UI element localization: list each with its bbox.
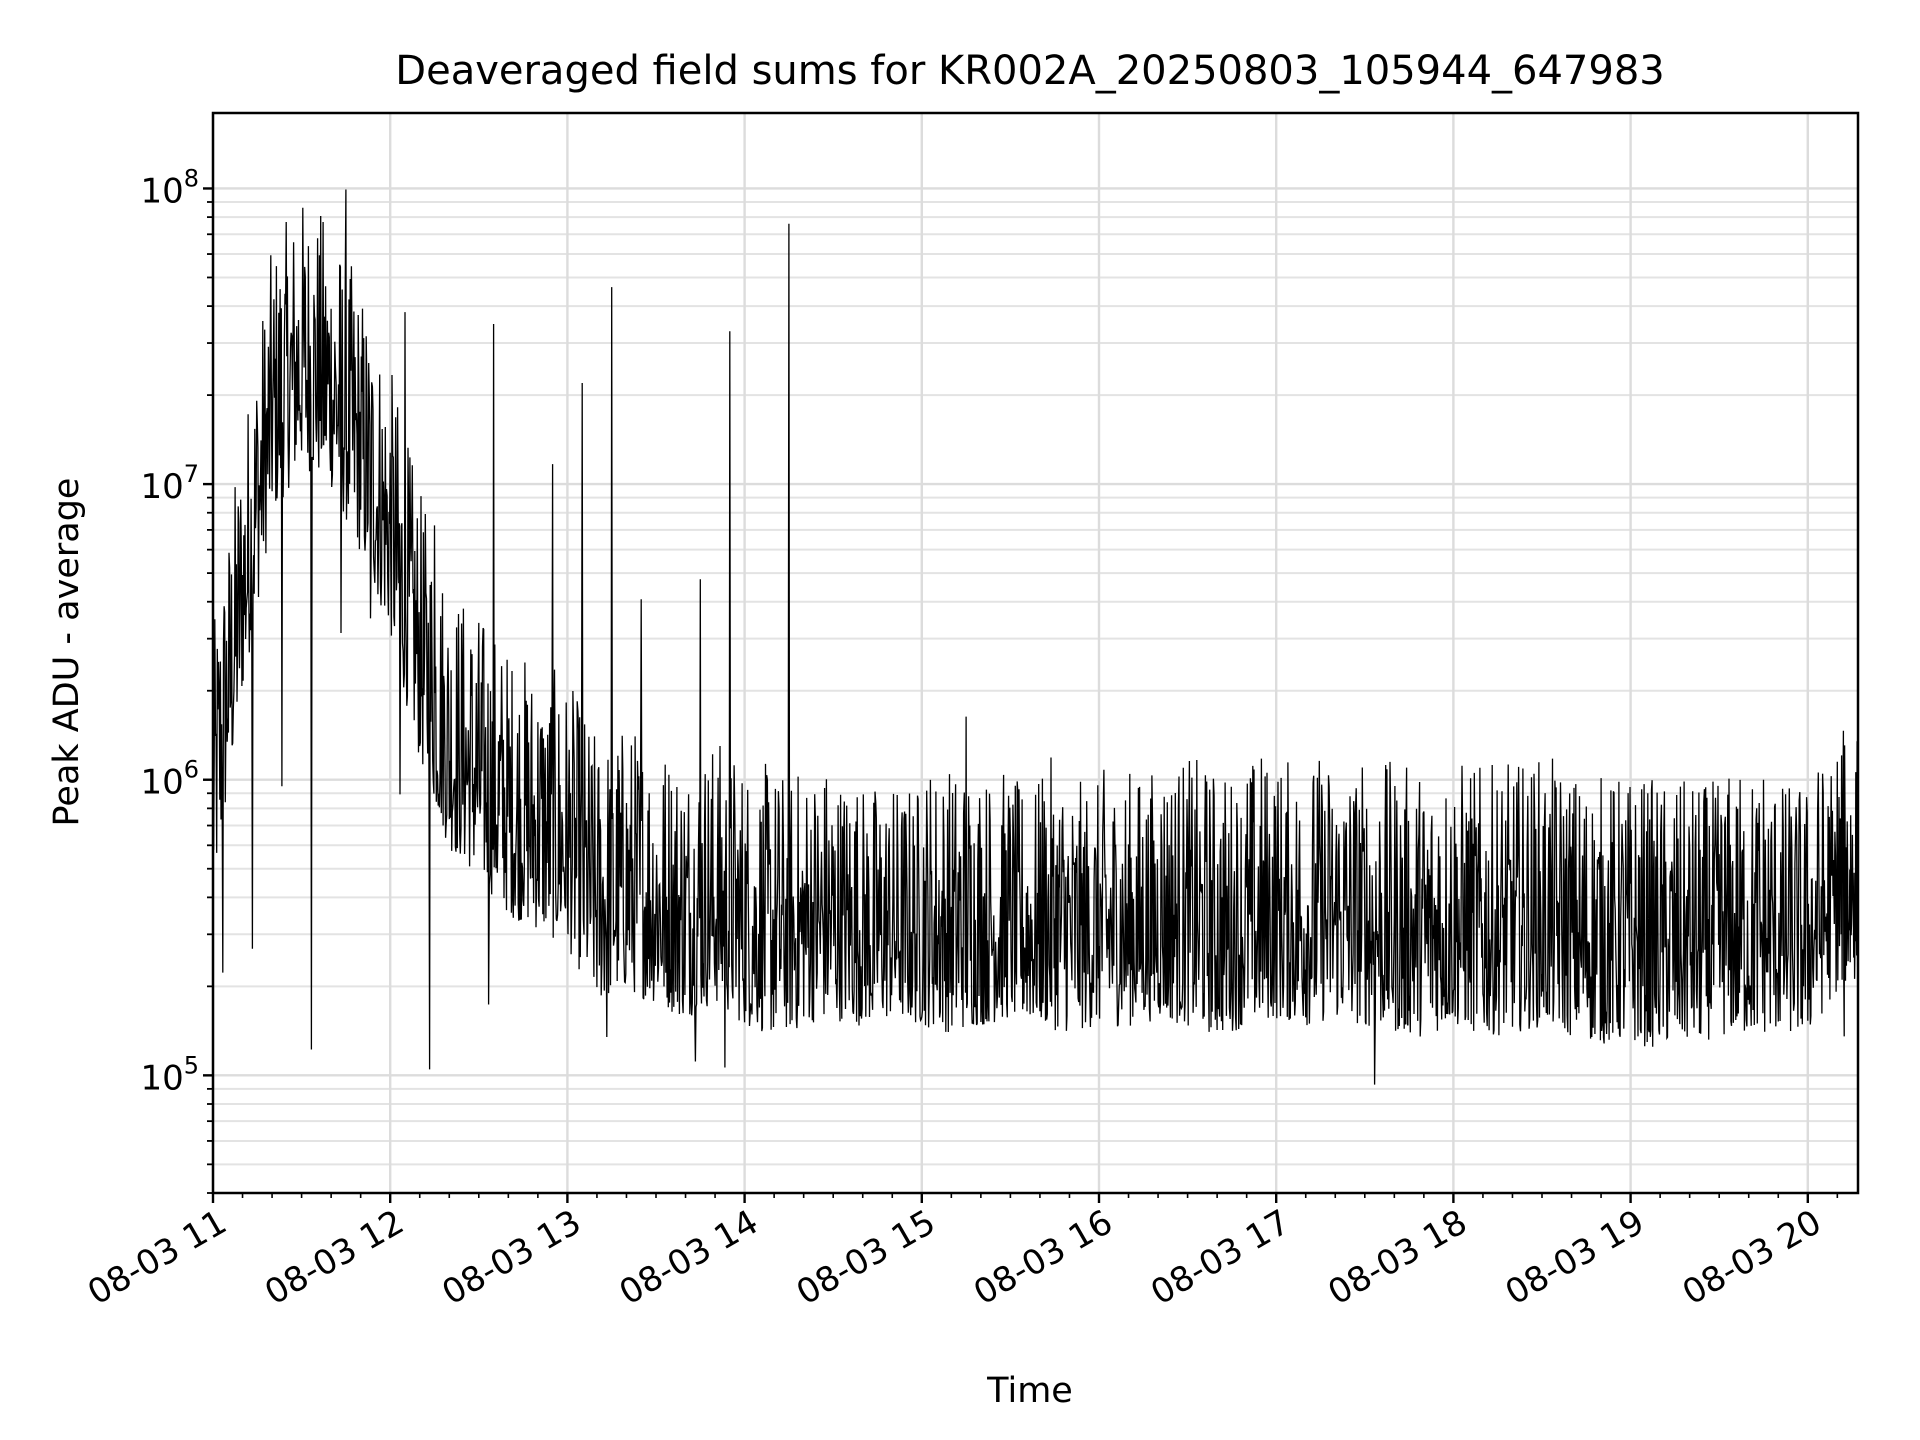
y-tick-label-exponent: 6: [184, 756, 199, 784]
y-axis-label: Peak ADU - average: [47, 478, 87, 827]
y-tick-label-base: 10: [140, 467, 183, 507]
y-tick-label: 108: [140, 164, 199, 211]
y-tick-label-exponent: 5: [184, 1051, 199, 1079]
x-axis-label: Time: [986, 1371, 1073, 1411]
axes-frame: [211, 111, 1860, 1195]
y-tick-label: 107: [140, 460, 199, 507]
y-tick-label-exponent: 8: [184, 164, 199, 192]
chart-title: Deaveraged field sums for KR002A_2025080…: [395, 48, 1664, 94]
y-tick-label-exponent: 7: [184, 460, 199, 488]
y-tick-label-base: 10: [140, 763, 183, 803]
y-tick-label: 106: [140, 756, 199, 803]
series-line: [212, 189, 1859, 1085]
y-tick-label: 105: [140, 1051, 199, 1098]
y-tick-label-base: 10: [140, 171, 183, 211]
y-tick-label-base: 10: [140, 1058, 183, 1098]
